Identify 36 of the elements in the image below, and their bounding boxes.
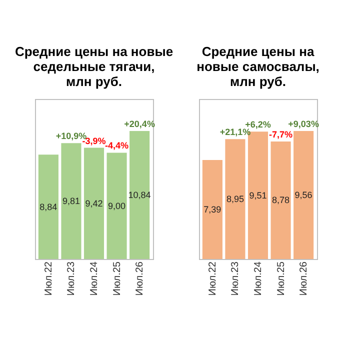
annotation: +20,4% [124,119,155,129]
data-label: 8,78 [272,195,290,206]
x-tick-label: Июл.26 [134,261,146,296]
annotation: -4,4% [105,140,129,151]
x-tick-label: Июл.26 [298,261,310,296]
data-label: 9,81 [62,196,80,206]
x-tick-label: Июл.24 [253,261,264,296]
x-tick-label: Июл.22 [43,261,54,296]
bar [225,139,246,259]
bar [106,152,127,259]
data-label: 7,39 [204,204,222,215]
annotation: +21,1% [220,127,251,138]
annotation: -7,7% [269,129,293,140]
x-tick-label: Июл.23 [66,261,78,296]
x-tick-label: Июл.22 [207,261,218,296]
data-label: 9,42 [85,198,103,208]
data-label: 8,95 [226,194,244,204]
chart-title: Средние цены на новые седельные тягачи, млн руб. [14,44,174,89]
chart-title: Средние цены на новые самосвалы, млн руб. [196,44,320,89]
bar [202,160,222,259]
data-label: 9,56 [294,190,312,200]
data-label: 8,84 [40,202,58,212]
data-label: 9,00 [108,200,126,211]
x-tick-label: Июл.25 [112,261,123,296]
bar [294,131,314,259]
x-tick-label: Июл.23 [230,261,242,296]
bar [38,154,58,259]
bar [61,143,82,259]
x-tick-label: Июл.24 [89,261,100,296]
bar [270,141,291,259]
annotation: +6,2% [245,120,271,130]
x-tick-label: Июл.25 [276,261,287,296]
data-label: 9,51 [249,190,267,200]
bar [84,148,104,259]
bar [130,131,150,259]
annotation: +9,03% [288,119,319,129]
